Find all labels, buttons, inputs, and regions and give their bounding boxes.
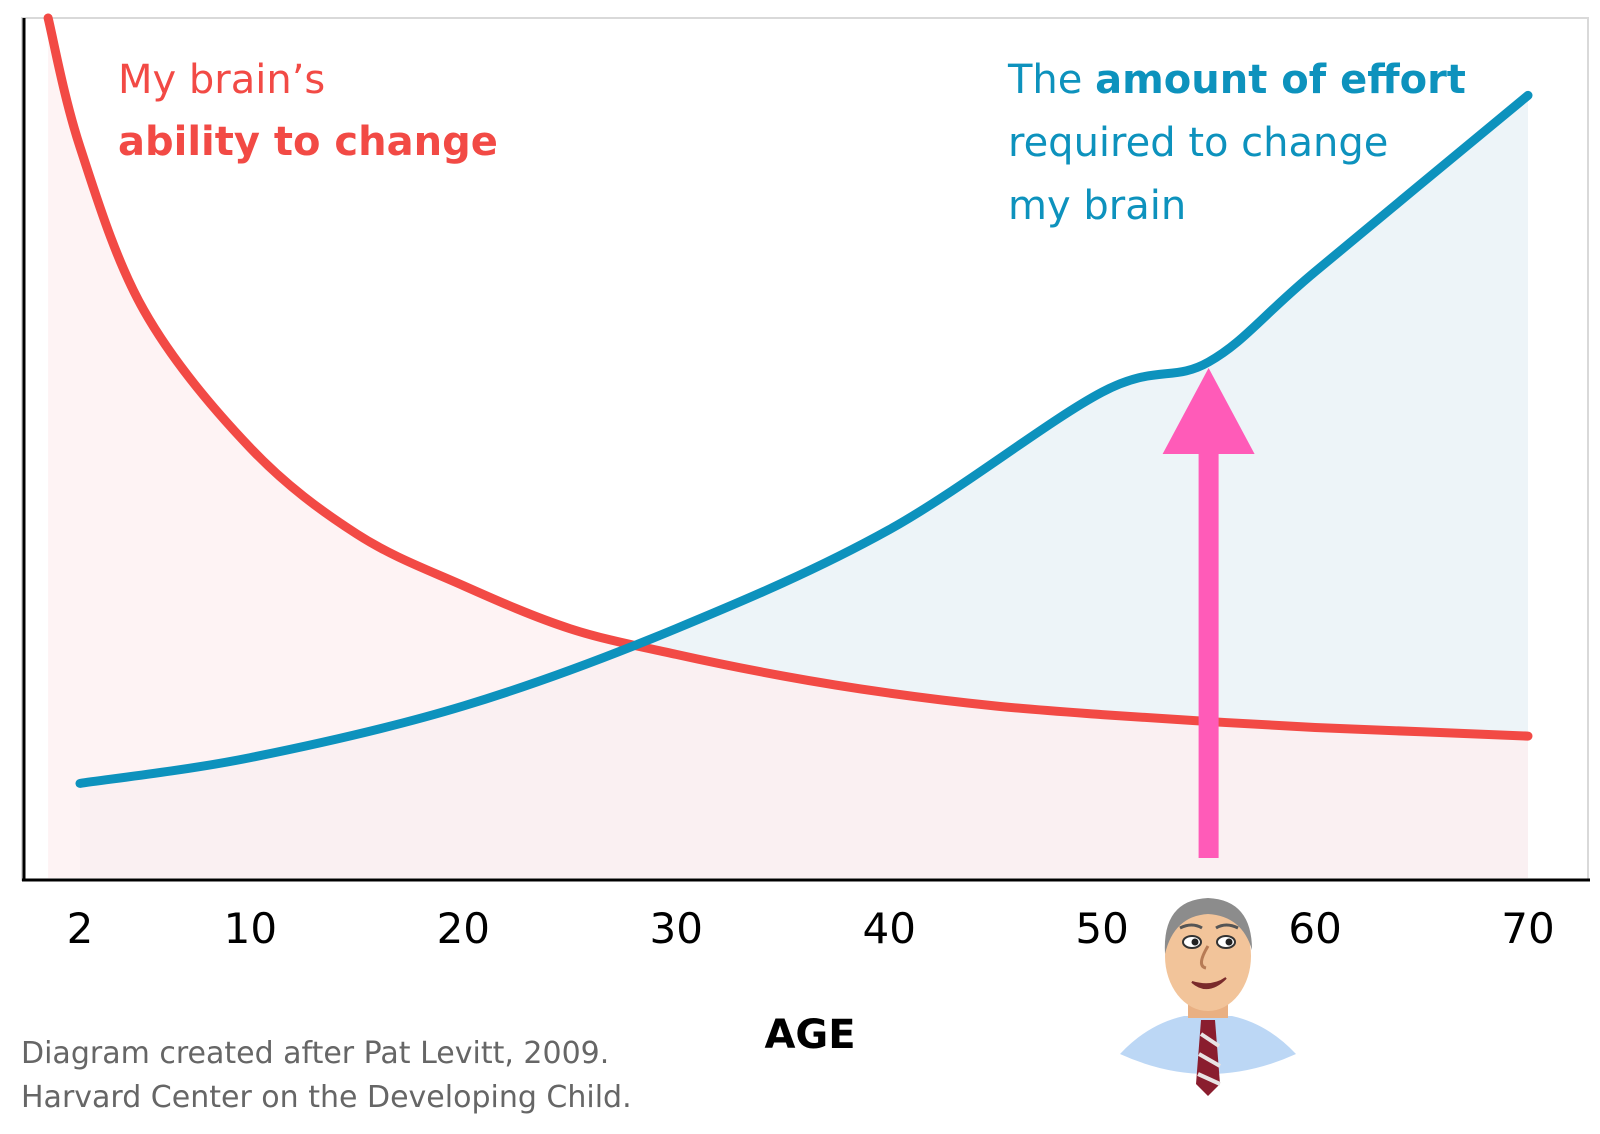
pink-arrow — [1162, 368, 1255, 858]
x-tick-40: 40 — [862, 904, 915, 953]
blue-series-label-line3: my brain — [1008, 183, 1186, 229]
red-label-line1: My brain’s — [118, 57, 325, 103]
line-ability-to-change — [43, 13, 1533, 741]
chart-area-fills — [48, 18, 1529, 878]
x-tick-50: 50 — [1075, 904, 1128, 953]
x-axis-label: AGE — [764, 1012, 855, 1058]
arrow-shaft — [1198, 448, 1219, 858]
x-tick-20: 20 — [437, 904, 490, 953]
character-hair — [1164, 898, 1252, 954]
arrow-head — [1162, 368, 1255, 454]
red-series-label-bold: ability to change — [118, 119, 498, 165]
blue-series-label: The amount of effort — [1007, 57, 1466, 103]
x-tick-2: 2 — [67, 904, 94, 953]
x-tick-labels: 2 10 20 30 40 50 60 70 — [67, 904, 1555, 953]
blue-label-bold: amount of effort — [1095, 57, 1466, 103]
blue-label-pre: The — [1007, 57, 1095, 103]
cartoon-man-icon — [1120, 898, 1296, 1096]
blue-series-label-line2: required to change — [1008, 120, 1388, 166]
credit-line1: Diagram created after Pat Levitt, 2009. — [21, 1036, 610, 1071]
credit-line2: Harvard Center on the Developing Child. — [21, 1080, 632, 1115]
x-tick-10: 10 — [224, 904, 277, 953]
blue-label-line2: required to change — [1008, 120, 1388, 166]
character-mouth — [1191, 977, 1227, 989]
x-tick-70: 70 — [1501, 904, 1554, 953]
red-series-label: My brain’s — [118, 57, 325, 103]
chart-series-lines — [43, 13, 1533, 788]
character-head — [1165, 901, 1251, 1011]
line-amount-of-effort — [75, 90, 1533, 788]
x-tick-60: 60 — [1288, 904, 1341, 953]
character-nose — [1200, 945, 1210, 970]
x-tick-30: 30 — [649, 904, 702, 953]
red-label-line2: ability to change — [118, 119, 498, 165]
source-credit: Diagram created after Pat Levitt, 2009. … — [21, 1032, 632, 1120]
area-ability — [48, 18, 1529, 878]
blue-label-line3: my brain — [1008, 183, 1186, 229]
area-effort — [80, 95, 1528, 878]
